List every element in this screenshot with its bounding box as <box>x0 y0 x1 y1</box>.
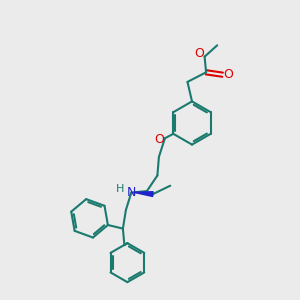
Text: H: H <box>116 184 124 194</box>
Polygon shape <box>134 192 153 197</box>
Text: O: O <box>223 68 233 81</box>
Text: O: O <box>194 46 204 60</box>
Text: O: O <box>154 133 164 146</box>
Text: N: N <box>127 186 136 199</box>
